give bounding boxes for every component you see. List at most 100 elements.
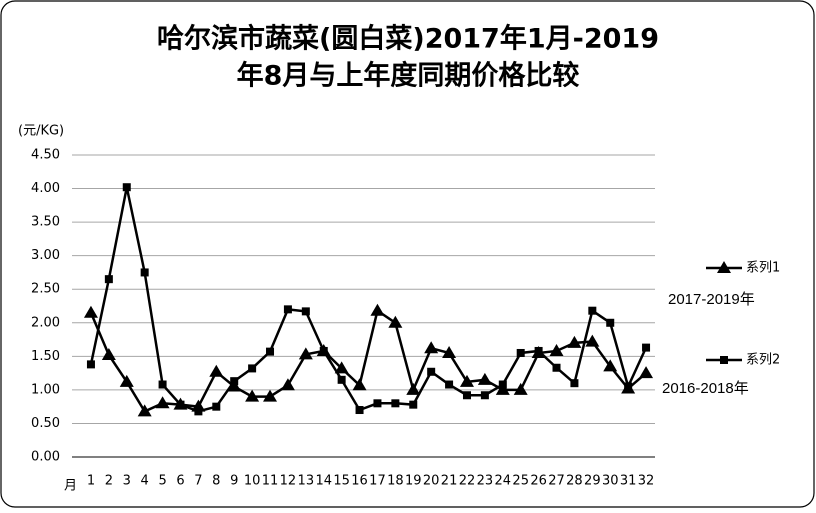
x-tick-label: 16 xyxy=(351,474,368,489)
point xyxy=(337,375,346,384)
point xyxy=(280,378,295,391)
y-tick-label: 3.50 xyxy=(31,215,60,230)
point xyxy=(388,315,403,328)
point xyxy=(570,379,579,388)
point xyxy=(406,382,421,395)
point xyxy=(639,366,654,379)
point xyxy=(155,396,170,409)
x-tick-label: 11 xyxy=(262,474,279,489)
point xyxy=(552,363,561,372)
point xyxy=(83,305,98,318)
y-axis-label: (元/KG) xyxy=(18,124,64,139)
point xyxy=(283,305,292,314)
x-tick-label: 10 xyxy=(244,474,261,489)
y-tick-label: 0.50 xyxy=(31,416,60,431)
x-tick-label: 15 xyxy=(333,474,350,489)
x-tick-label: 29 xyxy=(584,474,601,489)
legend-label: 系列1 xyxy=(746,261,780,276)
y-tick-label: 4.00 xyxy=(31,181,60,196)
x-tick-label: 7 xyxy=(194,474,202,489)
x-tick-label: 5 xyxy=(158,474,166,489)
annotation: 2016-2018年 xyxy=(662,380,749,397)
x-tick-label: 23 xyxy=(477,474,494,489)
x-tick-label: 9 xyxy=(230,474,238,489)
y-tick-label: 4.50 xyxy=(31,148,60,163)
point xyxy=(459,374,474,387)
x-tick-label: 4 xyxy=(141,474,149,489)
point xyxy=(101,347,116,360)
point xyxy=(409,400,418,409)
point xyxy=(391,399,400,408)
point xyxy=(86,360,95,369)
point xyxy=(212,402,221,411)
point xyxy=(585,334,600,347)
point xyxy=(373,399,382,408)
point xyxy=(720,356,728,364)
point xyxy=(248,364,257,373)
point xyxy=(209,364,224,377)
x-tick-label: 26 xyxy=(530,474,547,489)
point xyxy=(477,372,492,385)
x-tick-label: 28 xyxy=(566,474,583,489)
point xyxy=(513,382,528,395)
point xyxy=(624,382,633,391)
point xyxy=(301,307,310,316)
x-tick-label: 24 xyxy=(495,474,512,489)
legend-label: 系列2 xyxy=(746,353,780,368)
chart-title: 年8月与上年度同期价格比较 xyxy=(237,60,580,92)
x-tick-label: 1 xyxy=(87,474,95,489)
point xyxy=(480,391,489,400)
x-tick-label: 14 xyxy=(315,474,332,489)
point xyxy=(230,377,239,386)
point xyxy=(442,345,457,358)
point xyxy=(119,374,134,387)
point xyxy=(352,378,367,391)
x-tick-label: 21 xyxy=(441,474,458,489)
point xyxy=(245,389,260,402)
point xyxy=(567,335,582,348)
point xyxy=(427,367,436,376)
point xyxy=(642,343,651,352)
x-tick-label: 30 xyxy=(602,474,619,489)
point xyxy=(104,275,113,284)
point xyxy=(137,404,152,417)
x-tick-label: 17 xyxy=(369,474,386,489)
x-tick-label: 6 xyxy=(176,474,184,489)
y-tick-label: 1.00 xyxy=(31,382,60,397)
x-tick-label: 20 xyxy=(423,474,440,489)
y-tick-label: 2.00 xyxy=(31,315,60,330)
point xyxy=(319,346,328,355)
point xyxy=(498,380,507,389)
point xyxy=(495,382,510,395)
x-tick-label: 19 xyxy=(405,474,422,489)
point xyxy=(122,183,131,192)
point xyxy=(445,380,454,389)
point xyxy=(263,389,278,402)
point xyxy=(194,407,203,416)
point xyxy=(298,347,313,360)
point xyxy=(462,391,471,400)
x-tick-label: 12 xyxy=(280,474,297,489)
x-tick-label: 22 xyxy=(459,474,476,489)
y-tick-label: 3.00 xyxy=(31,248,60,263)
point xyxy=(370,303,385,316)
x-axis-label: 月 xyxy=(64,479,77,494)
x-tick-label: 13 xyxy=(298,474,315,489)
point xyxy=(158,380,167,389)
point xyxy=(424,341,439,354)
x-tick-label: 32 xyxy=(638,474,655,489)
x-tick-label: 31 xyxy=(620,474,637,489)
point xyxy=(549,343,564,356)
point xyxy=(534,346,543,355)
point xyxy=(355,406,364,415)
x-tick-label: 18 xyxy=(387,474,404,489)
x-tick-label: 27 xyxy=(548,474,565,489)
point xyxy=(606,318,615,327)
point xyxy=(266,347,275,356)
x-tick-label: 3 xyxy=(123,474,131,489)
point xyxy=(334,361,349,374)
y-tick-label: 2.50 xyxy=(31,282,60,297)
point xyxy=(227,379,242,392)
